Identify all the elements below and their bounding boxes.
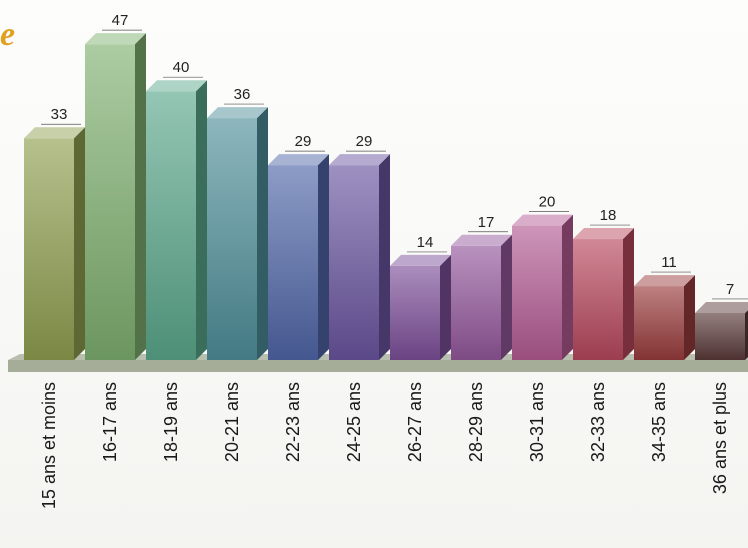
bar-side xyxy=(318,154,329,360)
bar-top xyxy=(573,228,634,240)
bar xyxy=(207,107,268,360)
bar-top xyxy=(634,275,695,287)
bar-side xyxy=(257,107,268,360)
bar-side xyxy=(562,214,573,360)
bar-top xyxy=(268,154,329,166)
value-label: 20 xyxy=(539,194,556,211)
bar-front xyxy=(512,225,562,360)
bar-top xyxy=(207,107,268,119)
value-label: 36 xyxy=(234,86,251,103)
bar xyxy=(146,80,207,360)
bar-front xyxy=(207,118,257,360)
value-label: 29 xyxy=(356,133,373,150)
bar-top xyxy=(329,154,390,166)
bar-top xyxy=(512,214,573,226)
value-label: 14 xyxy=(417,234,434,251)
bar-front xyxy=(390,265,440,360)
bar xyxy=(695,301,748,360)
category-tick-label: 15 ans et moins xyxy=(39,382,59,509)
bar xyxy=(390,254,451,360)
bar-side xyxy=(196,80,207,360)
bar-front xyxy=(451,245,501,360)
bar-top xyxy=(695,301,748,313)
bar xyxy=(268,154,329,360)
category-tick-label: 18-19 ans xyxy=(161,382,181,462)
bar-front xyxy=(634,286,684,360)
value-labels: 33 47 40 36 29 29 14 17 20 18 11 7 xyxy=(41,12,748,300)
bar xyxy=(85,33,146,360)
value-label: 18 xyxy=(600,207,617,224)
category-tick-label: 22-23 ans xyxy=(283,382,303,462)
value-label: 40 xyxy=(173,59,190,76)
category-tick-label: 26-27 ans xyxy=(405,382,425,462)
title-fragment: e xyxy=(0,16,16,53)
bar-top xyxy=(390,254,451,266)
value-label: 7 xyxy=(726,281,734,298)
category-tick-label: 34-35 ans xyxy=(649,382,669,462)
bar-top xyxy=(24,127,85,139)
bar-side xyxy=(745,309,748,360)
category-tick-label: 28-29 ans xyxy=(466,382,486,462)
bar xyxy=(24,127,85,361)
category-tick-label: 30-31 ans xyxy=(527,382,547,462)
category-tick-labels: 15 ans et moins 16-17 ans 18-19 ans 20-21 a… xyxy=(39,382,730,509)
value-label: 47 xyxy=(112,12,129,29)
category-tick-label: 36 ans et plus xyxy=(710,382,730,494)
bar-front xyxy=(329,165,379,360)
category-tick-label: 24-25 ans xyxy=(344,382,364,462)
bar-side xyxy=(135,33,146,360)
bar-side xyxy=(379,154,390,360)
bar xyxy=(634,275,695,360)
bars xyxy=(24,33,748,361)
value-label: 17 xyxy=(478,214,495,231)
bar-front xyxy=(573,239,623,360)
bar-front xyxy=(85,44,135,360)
value-label: 11 xyxy=(661,254,677,271)
bar xyxy=(329,154,390,360)
bar-side xyxy=(684,275,695,360)
bar-top xyxy=(451,234,512,246)
bar-side xyxy=(440,254,451,360)
bar-front xyxy=(695,312,745,360)
bar-front xyxy=(268,165,318,360)
bar-front xyxy=(24,138,74,360)
bar-top xyxy=(85,33,146,45)
value-label: 33 xyxy=(51,106,68,123)
bar xyxy=(512,214,573,360)
bar xyxy=(573,228,634,360)
bar-top xyxy=(146,80,207,92)
baseline-front xyxy=(8,360,748,372)
bar-side xyxy=(623,228,634,360)
bar xyxy=(451,234,512,360)
bar-side xyxy=(74,127,85,361)
bar-side xyxy=(501,234,512,360)
category-tick-label: 20-21 ans xyxy=(222,382,242,462)
value-label: 29 xyxy=(295,133,312,150)
bar-front xyxy=(146,91,196,360)
category-tick-label: 16-17 ans xyxy=(100,382,120,462)
category-tick-label: 32-33 ans xyxy=(588,382,608,462)
